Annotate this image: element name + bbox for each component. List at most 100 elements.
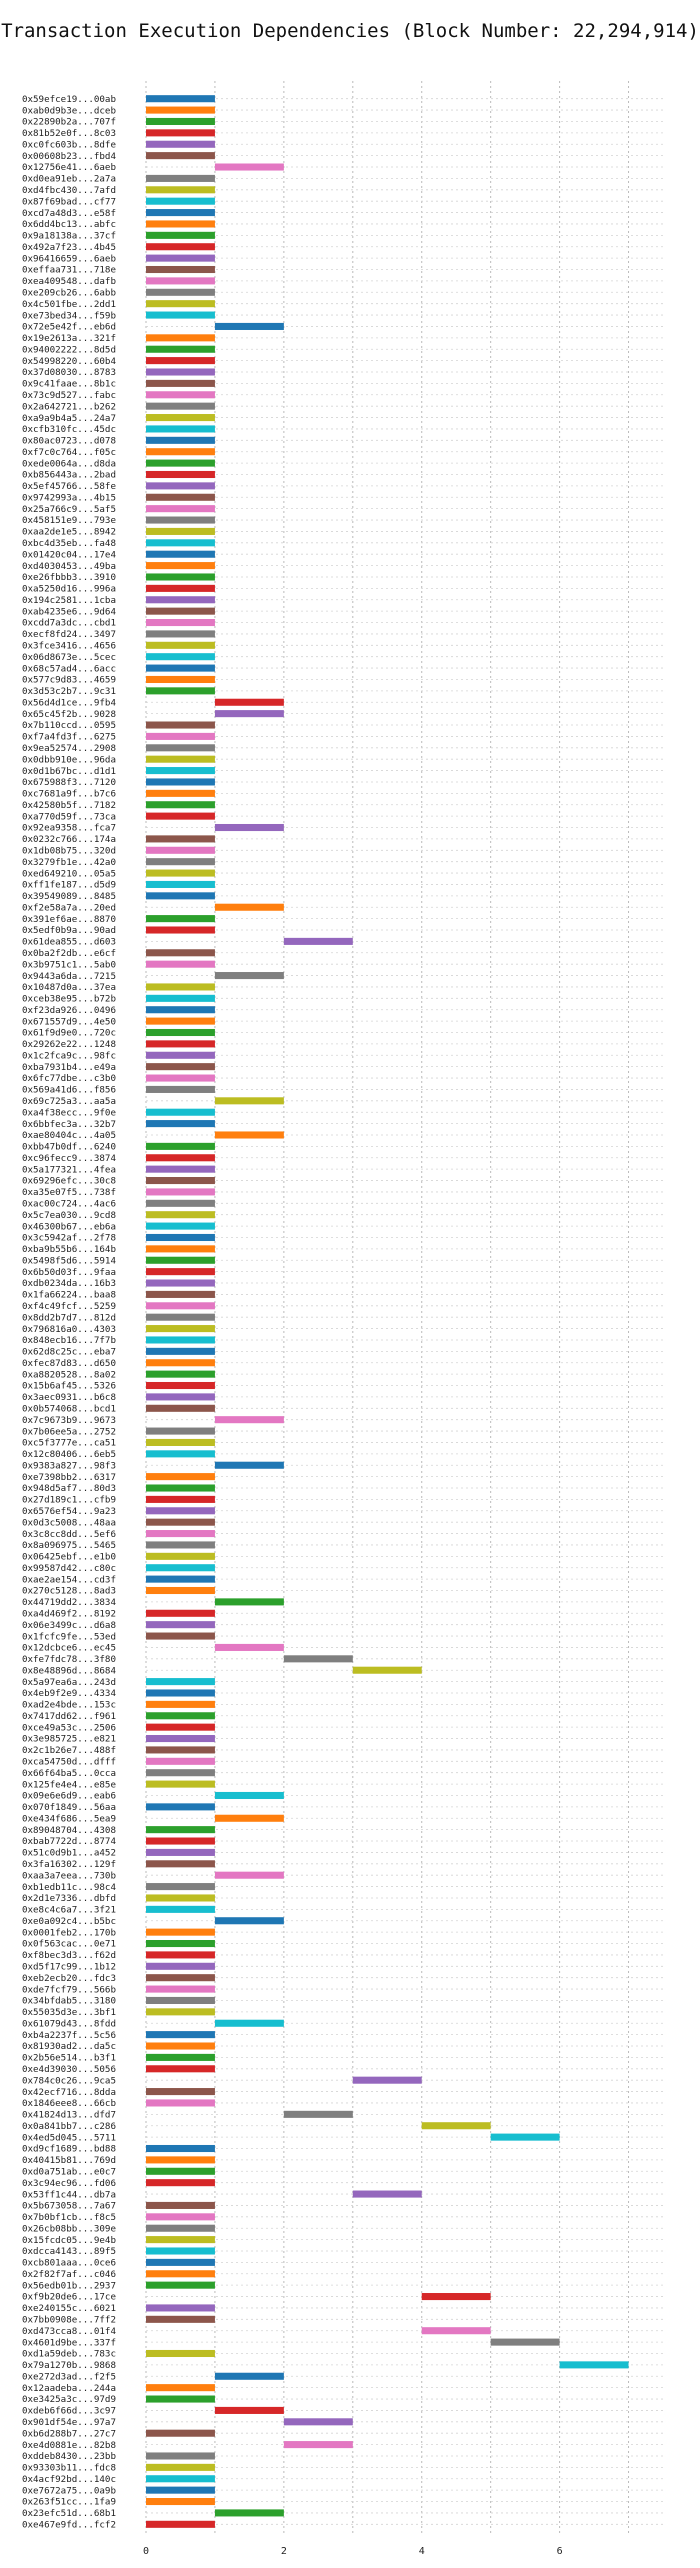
execution-bar (146, 1803, 215, 1811)
tx-label: 0x569a41d6...f856 (22, 1085, 116, 1096)
execution-bar (146, 596, 215, 604)
execution-bar (146, 1769, 215, 1777)
tx-label: 0x3d53c2b7...9c31 (22, 686, 116, 697)
tx-label: 0x09e6e6d9...eab6 (22, 1791, 116, 1802)
execution-bar (146, 1427, 215, 1435)
tx-label: 0xa4f38ecc...9f0e (22, 1107, 116, 1118)
tx-label: 0xa5250d16...996a (22, 584, 116, 595)
tx-label: 0x7417dd62...f961 (22, 1711, 116, 1722)
execution-bar (214, 698, 284, 706)
execution-bar (146, 1040, 215, 1048)
tx-label: 0x5a97ea6a...243d (22, 1677, 116, 1688)
tx-label: 0xff1fe187...d5d9 (22, 880, 116, 891)
tx-label: 0xa35e07f5...738f (22, 1187, 116, 1198)
execution-bar (146, 1074, 215, 1082)
execution-bar (146, 835, 215, 843)
execution-bar (146, 607, 215, 615)
tx-label: 0xe467e9fd...fcf2 (22, 2520, 116, 2531)
execution-bar (146, 402, 215, 410)
tx-label: 0x72e5e42f...eb6d (22, 322, 116, 333)
execution-bar (146, 2156, 215, 2164)
execution-bar (146, 732, 215, 740)
tx-label: 0x1c2fca9c...98fc (22, 1050, 116, 1061)
tx-label: 0x27d189c1...cfb9 (22, 1495, 116, 1506)
execution-bar (146, 1530, 215, 1538)
tx-label: 0xad2e4bde...153c (22, 1700, 116, 1711)
execution-bar (146, 1108, 215, 1116)
x-tick-label: 4 (419, 2546, 425, 2557)
tx-label: 0xe272d3ad...f2f5 (22, 2371, 116, 2382)
tx-label: 0x22890b2a...707f (22, 117, 116, 128)
tx-label: 0x41824d13...dfd7 (22, 2110, 116, 2121)
execution-bar (146, 2315, 215, 2323)
execution-bar (146, 812, 215, 820)
execution-bar (146, 1165, 215, 1173)
execution-bar (146, 1120, 215, 1128)
execution-bar (146, 300, 215, 308)
execution-bar (146, 778, 215, 786)
tx-label: 0xceb38e95...b72b (22, 994, 116, 1005)
execution-bar (146, 880, 215, 888)
execution-bar (146, 1689, 215, 1697)
tx-label: 0xf7a4fd3f...6275 (22, 732, 116, 743)
execution-bar (146, 2452, 215, 2460)
execution-bar (146, 2349, 215, 2358)
tx-label: 0x01420c04...17e4 (22, 549, 117, 560)
execution-bar (214, 2406, 284, 2414)
tx-label: 0x0d1b67bc...d1d1 (22, 766, 116, 777)
execution-bar (146, 209, 215, 217)
execution-bar (146, 2247, 215, 2255)
tx-label: 0x9443a6da...7215 (22, 971, 116, 982)
tx-label: 0x5ef45766...58fe (22, 481, 116, 492)
execution-bar (146, 1541, 215, 1549)
execution-bar (146, 1211, 215, 1219)
tx-label: 0x87f69bad...cf77 (22, 196, 116, 207)
tx-label: 0x3aec0931...b6c8 (22, 1392, 116, 1403)
execution-bar (146, 675, 215, 684)
tx-label: 0x66f64ba5...0cca (22, 1768, 116, 1779)
tx-label: 0x0001feb2...170b (22, 1927, 116, 1938)
execution-bar (146, 1450, 215, 1458)
execution-bar (146, 2384, 215, 2392)
execution-bar (146, 1233, 215, 1242)
tx-label: 0xb1edb11c...98c4 (22, 1882, 117, 1893)
execution-bar (146, 1336, 215, 1344)
tx-label: 0xbc4d35eb...fa48 (22, 538, 116, 549)
tx-label: 0x26cb08bb...309e (22, 2223, 116, 2234)
tx-label: 0x61079d43...8fdd (22, 2018, 116, 2029)
execution-bar (352, 1666, 422, 1674)
execution-bar (146, 1609, 215, 1617)
execution-bar (146, 755, 215, 763)
tx-label: 0xe434f686...5ea9 (22, 1813, 116, 1824)
x-tick-label: 2 (281, 2546, 287, 2557)
execution-bar (146, 1996, 215, 2004)
tx-label: 0xcd7a48d3...e58f (22, 208, 116, 219)
tx-label: 0x0d3c5008...48aa (22, 1517, 116, 1528)
execution-bar (214, 163, 284, 171)
x-tick-label: 0 (143, 2546, 149, 2557)
execution-bar (146, 357, 215, 365)
execution-bar (146, 767, 215, 775)
execution-bar (146, 653, 215, 661)
tx-label: 0xf8bec3d3...f62d (22, 1950, 116, 1961)
execution-bar (146, 2088, 215, 2096)
execution-bar (352, 2190, 422, 2198)
tx-label: 0x5c7ea030...9cd8 (22, 1210, 116, 1221)
execution-bar (146, 334, 215, 342)
tx-label: 0x263f51cc...1fa9 (22, 2497, 116, 2508)
tx-label: 0x15fcdc05...9e4b (22, 2235, 116, 2246)
tx-label: 0x848ecb16...7f7b (22, 1335, 116, 1346)
execution-bar (146, 516, 215, 524)
execution-bar (146, 2201, 215, 2209)
tx-label: 0x2b56e514...b3f1 (22, 2053, 116, 2064)
tx-label: 0xcdd7a3dc...cbd1 (22, 618, 116, 629)
execution-bar (146, 1632, 215, 1640)
tx-label: 0x69296efc...30c8 (22, 1176, 116, 1187)
tx-label: 0x2d1e7336...dbfd (22, 1893, 116, 1904)
tx-label: 0xbb47b0df...6240 (22, 1142, 116, 1153)
tx-label: 0xd5f17c99...1b12 (22, 1962, 116, 1973)
tx-label: 0x89048704...4308 (22, 1825, 116, 1836)
execution-bar (146, 117, 215, 125)
execution-bar (146, 1905, 215, 1913)
tx-label: 0x0b574068...bcd1 (22, 1403, 116, 1414)
